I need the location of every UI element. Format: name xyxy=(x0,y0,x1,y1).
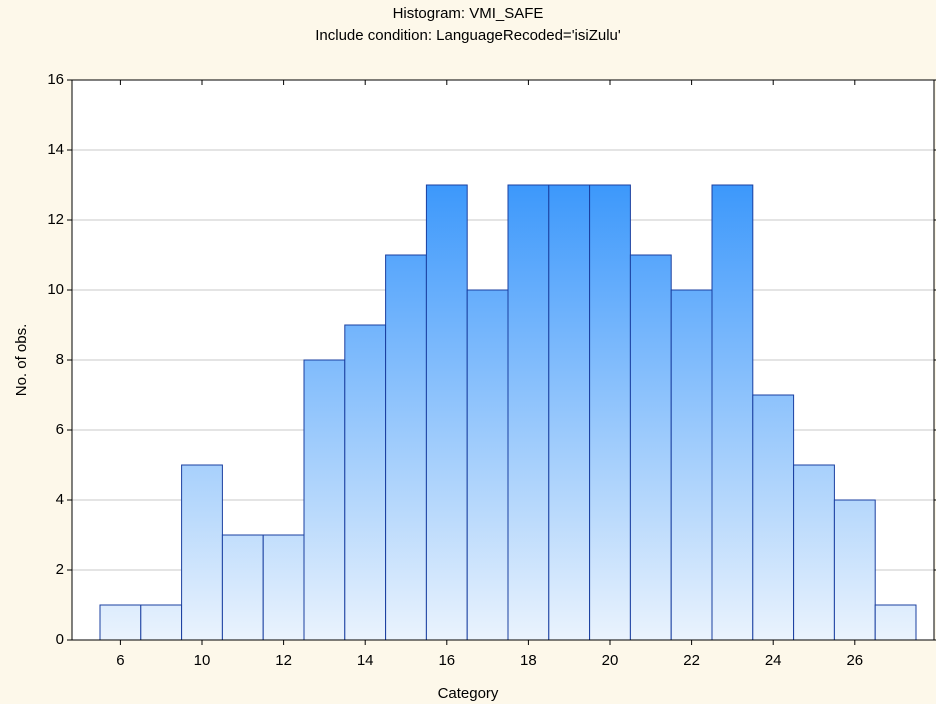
chart-title: Histogram: VMI_SAFE xyxy=(393,5,544,22)
x-tick-label: 10 xyxy=(194,652,211,669)
y-tick-label: 0 xyxy=(56,631,64,648)
x-axis-label: Category xyxy=(438,685,499,702)
y-tick-label: 14 xyxy=(47,141,64,158)
x-tick-label: 16 xyxy=(438,652,455,669)
bar xyxy=(262,534,305,641)
bar xyxy=(711,184,754,641)
y-tick-label: 6 xyxy=(56,421,64,438)
x-tick-label: 14 xyxy=(357,652,374,669)
bar xyxy=(670,289,713,641)
x-tick-label: 12 xyxy=(275,652,292,669)
bar xyxy=(221,534,264,641)
y-axis-label: No. of obs. xyxy=(13,324,30,397)
bar xyxy=(99,604,142,641)
bar xyxy=(140,604,183,641)
x-tick-label: 22 xyxy=(683,652,700,669)
y-tick-label: 4 xyxy=(56,491,64,508)
bar xyxy=(181,464,223,641)
bar xyxy=(507,184,550,641)
bar xyxy=(833,499,876,641)
bar xyxy=(589,184,631,641)
bar xyxy=(548,184,591,641)
y-tick-label: 2 xyxy=(56,561,64,578)
bar xyxy=(752,394,795,641)
y-tick-label: 16 xyxy=(47,71,64,88)
chart-subtitle: Include condition: LanguageRecoded='isiZ… xyxy=(315,27,621,44)
bar xyxy=(793,464,835,641)
bar xyxy=(874,604,917,641)
x-tick-label: 6 xyxy=(116,652,124,669)
y-tick-label: 10 xyxy=(47,281,64,298)
x-tick-label: 20 xyxy=(602,652,619,669)
bar xyxy=(425,184,468,641)
plot-frame xyxy=(71,79,935,641)
bar xyxy=(344,324,387,641)
y-tick-label: 12 xyxy=(47,211,64,228)
y-tick-label: 8 xyxy=(56,351,64,368)
x-tick-label: 24 xyxy=(765,652,782,669)
bar xyxy=(303,359,346,641)
bar xyxy=(629,254,672,641)
bar xyxy=(385,254,427,641)
x-tick-label: 18 xyxy=(520,652,537,669)
x-tick-label: 26 xyxy=(846,652,863,669)
bar xyxy=(466,289,509,641)
